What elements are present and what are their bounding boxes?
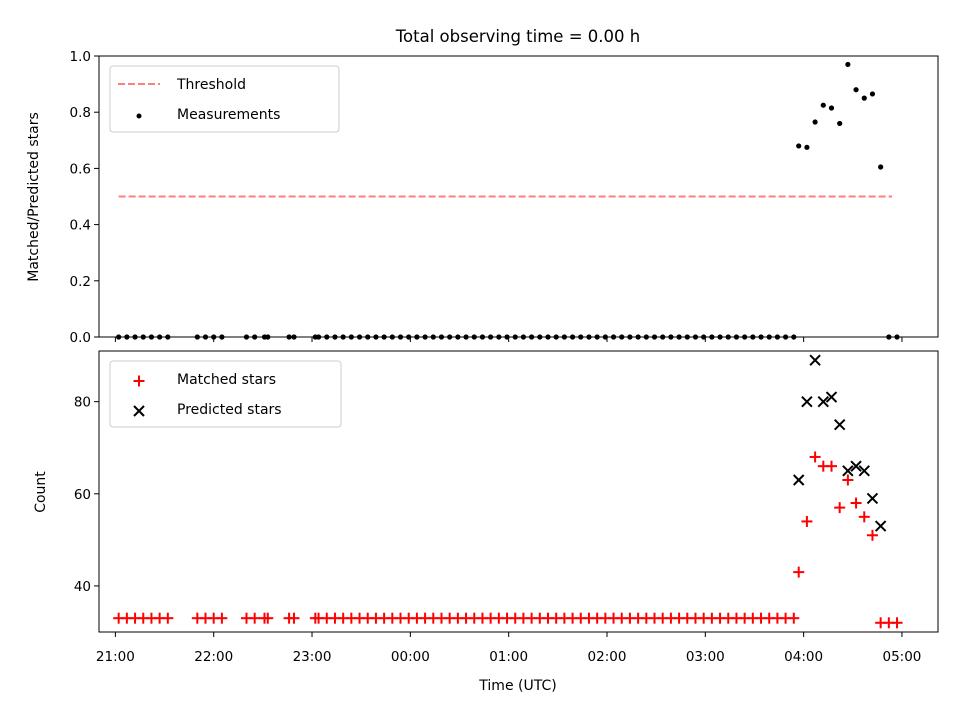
- top-y-tick-label: 0.6: [70, 161, 91, 177]
- bottom-x-axis: 21:00 22:00 23:00 00:00 01:00 02:00 03:00 04:00…: [96, 632, 921, 665]
- predicted-star-point: [866, 492, 879, 505]
- top-y-tick-label: 0.8: [70, 105, 91, 121]
- measurement-point: [861, 95, 867, 101]
- matched-star-point: [288, 612, 300, 624]
- legend-threshold-label: Threshold: [176, 77, 246, 93]
- bottom-x-tick-label: 04:00: [784, 649, 823, 665]
- bottom-plot-marks: [113, 354, 903, 629]
- measurement-point: [853, 87, 859, 93]
- legend-measurements-label: Measurements: [177, 107, 280, 123]
- matched-star-point: [850, 497, 862, 509]
- bottom-y-tick-label: 60: [74, 487, 91, 503]
- matched-star-point: [809, 451, 821, 463]
- predicted-star-point: [793, 474, 805, 486]
- matched-star-point: [249, 612, 261, 624]
- predicted-star-point: [833, 418, 846, 431]
- bottom-x-axis-label: Time (UTC): [478, 678, 556, 694]
- matched-star-point: [891, 617, 903, 629]
- top-legend-frame: [109, 65, 340, 133]
- bottom-x-tick-label: 03:00: [686, 649, 725, 665]
- measurement-point: [828, 105, 835, 111]
- top-panel: 0.0 0.2 0.4 0.6 0.8 1.0 Matched/Predicted sta…: [26, 49, 939, 346]
- legend-measurements-swatch: [136, 113, 142, 119]
- matched-star-point: [842, 474, 854, 486]
- bottom-legend: Matched stars Predicted stars: [109, 360, 342, 428]
- legend-matched-label: Matched stars: [177, 372, 276, 388]
- top-plot-marks: [116, 61, 900, 340]
- predicted-star-point: [842, 465, 854, 477]
- bottom-y-tick-label: 40: [74, 579, 91, 595]
- bottom-legend-frame: [109, 360, 342, 428]
- bottom-x-tick-label: 22:00: [194, 649, 233, 665]
- measurement-point: [869, 91, 876, 97]
- top-plot-frame: [98, 55, 939, 338]
- bottom-x-tick-label: 23:00: [293, 649, 332, 665]
- matched-star-point: [162, 612, 174, 624]
- predicted-star-point: [809, 354, 821, 366]
- bottom-y-axis: 40 60 80: [74, 395, 99, 595]
- predicted-star-point: [817, 395, 830, 408]
- bottom-y-axis-label: Count: [33, 471, 49, 513]
- top-y-tick-label: 0.0: [70, 330, 91, 346]
- matched-star-point: [825, 460, 837, 472]
- legend-predicted-swatch: [133, 405, 145, 417]
- measurement-point: [878, 164, 884, 170]
- bottom-x-tick-label: 05:00: [882, 649, 921, 665]
- bottom-x-tick-label: 01:00: [489, 649, 528, 665]
- bottom-panel: 40 60 80 21:00 22:00 23:00 00:00 01:00 02:00 03:…: [33, 350, 939, 694]
- matched-star-point: [788, 612, 800, 624]
- bottom-x-tick-label: 02:00: [588, 649, 627, 665]
- top-y-axis-label: Matched/Predicted stars: [26, 112, 42, 282]
- predicted-star-point: [874, 520, 887, 532]
- bottom-plot-frame: [98, 350, 939, 633]
- measurement-point: [804, 144, 810, 150]
- measurement-point: [796, 143, 802, 149]
- top-y-axis: 0.0 0.2 0.4 0.6 0.8 1.0: [70, 49, 99, 346]
- bottom-x-tick-label: 21:00: [96, 649, 135, 665]
- predicted-star-point: [850, 460, 862, 472]
- top-y-tick-label: 1.0: [70, 49, 91, 65]
- matched-star-point: [866, 529, 878, 541]
- measurement-point: [837, 120, 843, 127]
- matched-star-point: [216, 612, 228, 624]
- predicted-star-point: [825, 391, 838, 403]
- legend-matched-swatch: [133, 375, 145, 387]
- predicted-star-point: [858, 465, 870, 477]
- matched-star-point: [858, 511, 870, 523]
- bottom-y-tick-label: 80: [74, 395, 91, 411]
- top-y-tick-label: 0.4: [70, 218, 91, 234]
- top-x-axis: [114, 337, 903, 342]
- top-legend: Threshold Measurements: [109, 65, 340, 133]
- measurement-point: [820, 102, 826, 108]
- bottom-x-tick-label: 00:00: [391, 649, 430, 665]
- chart-title: Total observing time = 0.00 h: [395, 27, 640, 46]
- predicted-star-point: [801, 395, 813, 408]
- legend-predicted-label: Predicted stars: [177, 402, 282, 418]
- matched-star-point: [801, 515, 813, 527]
- measurement-point: [812, 119, 818, 125]
- top-y-tick-label: 0.2: [70, 274, 91, 290]
- matched-star-point: [834, 502, 846, 514]
- matched-star-point: [262, 612, 274, 624]
- measurement-point: [845, 61, 851, 68]
- matched-star-point: [793, 566, 805, 578]
